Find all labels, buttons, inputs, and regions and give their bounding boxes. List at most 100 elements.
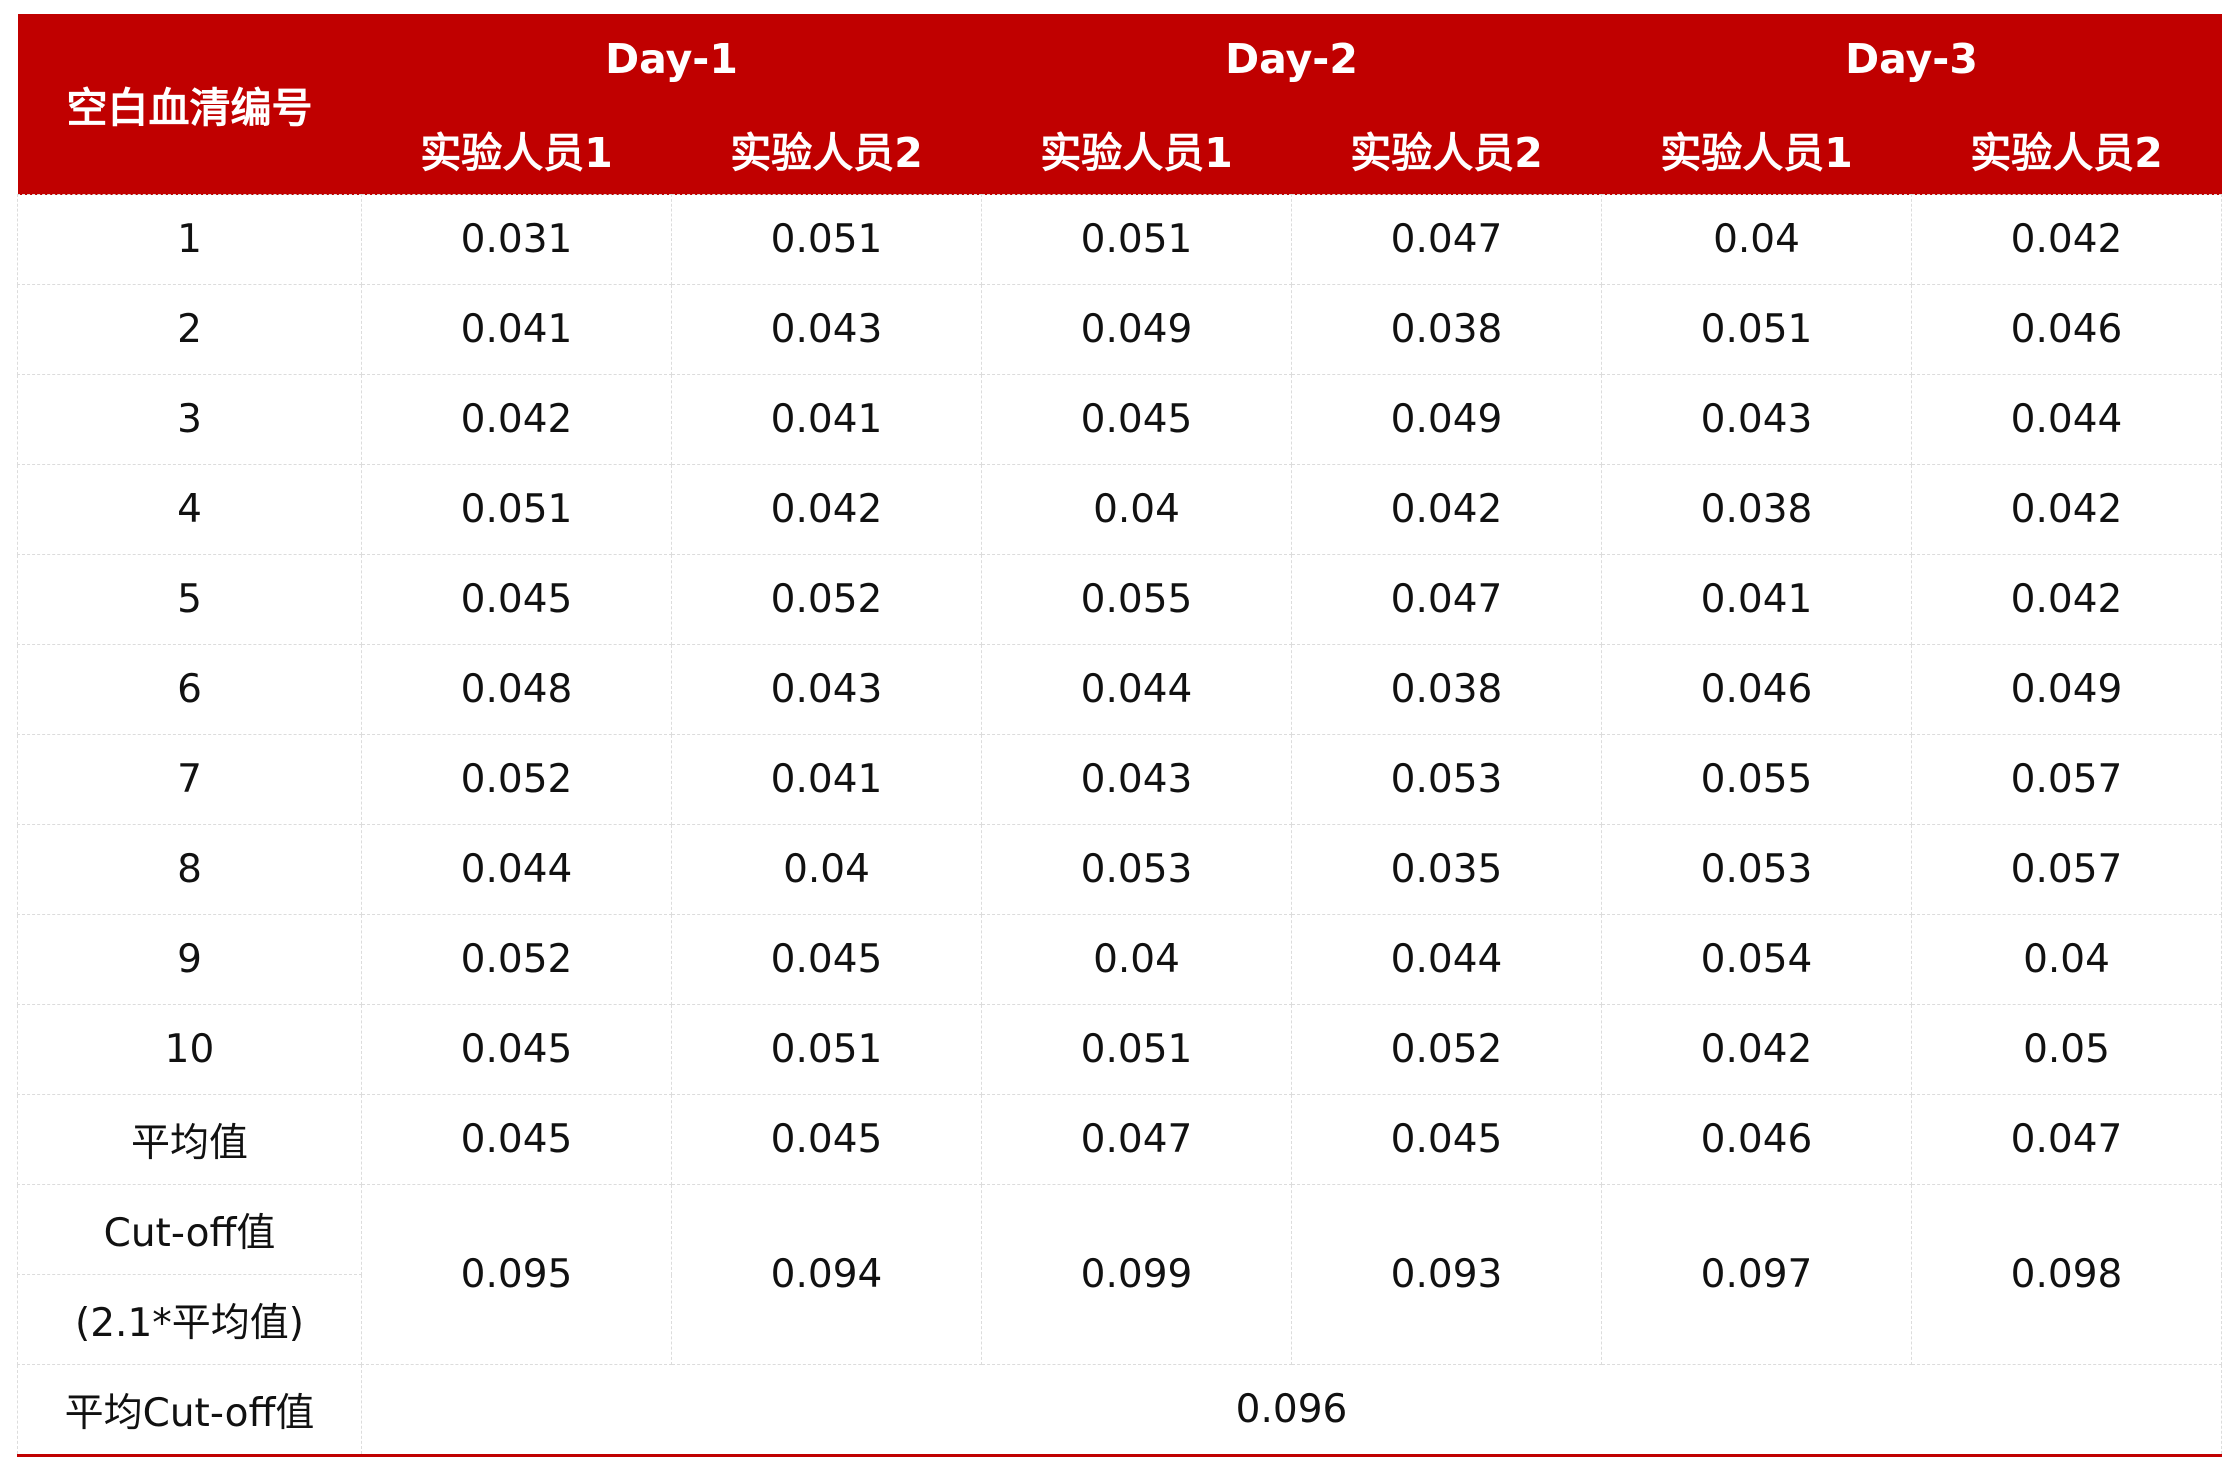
value-cell: 0.05 (1911, 1004, 2222, 1095)
cutoff-cell: 0.094 (671, 1184, 982, 1365)
staff-header: 实验人员2 (1911, 104, 2222, 195)
value-cell: 0.041 (671, 734, 982, 825)
table-row: 实验人员1 实验人员2 实验人员1 实验人员2 实验人员1 实验人员2 (18, 104, 2222, 195)
value-cell: 0.055 (981, 554, 1292, 645)
sample-id: 2 (17, 284, 362, 375)
value-cell: 0.043 (671, 284, 982, 375)
value-cell: 0.051 (671, 194, 982, 285)
sample-id: 5 (17, 554, 362, 645)
table-row: 1 0.031 0.051 0.051 0.047 0.04 0.042 (17, 194, 2222, 285)
value-cell: 0.043 (1601, 374, 1912, 465)
cutoff-cell: 0.093 (1291, 1184, 1602, 1365)
table-row: 空白血清编号 Day-1 Day-2 Day-3 (17, 14, 2222, 195)
staff-header: 实验人员1 (981, 104, 1292, 195)
value-cell: 0.054 (1601, 914, 1912, 1005)
value-cell: 0.049 (1911, 644, 2222, 735)
value-cell: 0.053 (1601, 824, 1912, 915)
value-cell: 0.038 (1601, 464, 1912, 555)
value-cell: 0.057 (1911, 734, 2222, 825)
value-cell: 0.042 (1911, 554, 2222, 645)
value-cell: 0.045 (671, 914, 982, 1005)
value-cell: 0.043 (981, 734, 1292, 825)
value-cell: 0.047 (1291, 194, 1602, 285)
value-cell: 0.051 (981, 1004, 1292, 1095)
value-cell: 0.052 (361, 734, 672, 825)
table-row: 5 0.045 0.052 0.055 0.047 0.041 0.042 (17, 554, 2222, 645)
value-cell: 0.04 (981, 464, 1292, 555)
staff-header: 实验人员1 (361, 104, 672, 195)
value-cell: 0.049 (981, 284, 1292, 375)
value-cell: 0.045 (361, 554, 672, 645)
staff-header: 实验人员2 (671, 104, 982, 195)
sample-id: 7 (17, 734, 362, 825)
table-row: 9 0.052 0.045 0.04 0.044 0.054 0.04 (17, 914, 2222, 1005)
value-cell: 0.04 (1601, 194, 1912, 285)
value-cell: 0.051 (1601, 284, 1912, 375)
value-cell: 0.057 (1911, 824, 2222, 915)
value-cell: 0.046 (1911, 284, 2222, 375)
average-label: 平均值 (17, 1094, 362, 1185)
sample-id: 4 (17, 464, 362, 555)
table-row: 8 0.044 0.04 0.053 0.035 0.053 0.057 (17, 824, 2222, 915)
sample-id: 1 (17, 194, 362, 285)
value-cell: 0.04 (981, 914, 1292, 1005)
value-cell: 0.042 (1911, 464, 2222, 555)
value-cell: 0.055 (1601, 734, 1912, 825)
day-header: Day-1 (361, 14, 982, 104)
value-cell: 0.038 (1291, 284, 1602, 375)
value-cell: 0.052 (1291, 1004, 1602, 1095)
value-cell: 0.042 (1291, 464, 1602, 555)
value-cell: 0.053 (1291, 734, 1602, 825)
day-header: Day-2 (981, 14, 1602, 104)
value-cell: 0.047 (1291, 554, 1602, 645)
cutoff-cell: 0.097 (1601, 1184, 1912, 1365)
day-header: Day-3 (1601, 14, 2222, 104)
value-cell: 0.051 (671, 1004, 982, 1095)
value-cell: 0.04 (1911, 914, 2222, 1005)
value-cell: 0.038 (1291, 644, 1602, 735)
average-cell: 0.045 (361, 1094, 672, 1185)
value-cell: 0.035 (1291, 824, 1602, 915)
value-cell: 0.051 (981, 194, 1292, 285)
value-cell: 0.042 (1601, 1004, 1912, 1095)
value-cell: 0.052 (671, 554, 982, 645)
table-row: Cut-off值 0.095 0.094 0.099 0.093 0.097 0.098 (17, 1184, 2222, 1365)
value-cell: 0.044 (981, 644, 1292, 735)
sample-id: 3 (17, 374, 362, 465)
sample-id: 10 (17, 1004, 362, 1095)
value-cell: 0.044 (361, 824, 672, 915)
cutoff-label: Cut-off值 (17, 1184, 362, 1275)
value-cell: 0.051 (361, 464, 672, 555)
average-cell: 0.047 (981, 1094, 1292, 1185)
value-cell: 0.044 (1911, 374, 2222, 465)
value-cell: 0.031 (361, 194, 672, 285)
value-cell: 0.044 (1291, 914, 1602, 1005)
value-cell: 0.041 (361, 284, 672, 375)
value-cell: 0.041 (671, 374, 982, 465)
value-cell: 0.042 (361, 374, 672, 465)
value-cell: 0.045 (981, 374, 1292, 465)
value-cell: 0.041 (1601, 554, 1912, 645)
table-row: 6 0.048 0.043 0.044 0.038 0.046 0.049 (17, 644, 2222, 735)
value-cell: 0.049 (1291, 374, 1602, 465)
sample-id: 8 (17, 824, 362, 915)
cutoff-label: (2.1*平均值) (17, 1274, 362, 1365)
value-cell: 0.052 (361, 914, 672, 1005)
average-cell: 0.045 (671, 1094, 982, 1185)
sample-id: 9 (17, 914, 362, 1005)
table-row: 4 0.051 0.042 0.04 0.042 0.038 0.042 (17, 464, 2222, 555)
table-row: (2.1*平均值) (17, 1274, 2222, 1365)
value-cell: 0.042 (1911, 194, 2222, 285)
staff-header: 实验人员1 (1601, 104, 1912, 195)
table-row: 2 0.041 0.043 0.049 0.038 0.051 0.046 (17, 284, 2222, 375)
staff-header: 实验人员2 (1291, 104, 1602, 195)
average-cell: 0.045 (1291, 1094, 1602, 1185)
average-cell: 0.046 (1601, 1094, 1912, 1185)
value-cell: 0.046 (1601, 644, 1912, 735)
value-cell: 0.043 (671, 644, 982, 735)
table-row: 7 0.052 0.041 0.043 0.053 0.055 0.057 (17, 734, 2222, 825)
data-table: 空白血清编号 Day-1 Day-2 Day-3 实验人员1 实验人员2 实验人员1 实验人员… (17, 14, 2222, 1457)
value-cell: 0.045 (361, 1004, 672, 1095)
cutoff-cell: 0.099 (981, 1184, 1292, 1365)
